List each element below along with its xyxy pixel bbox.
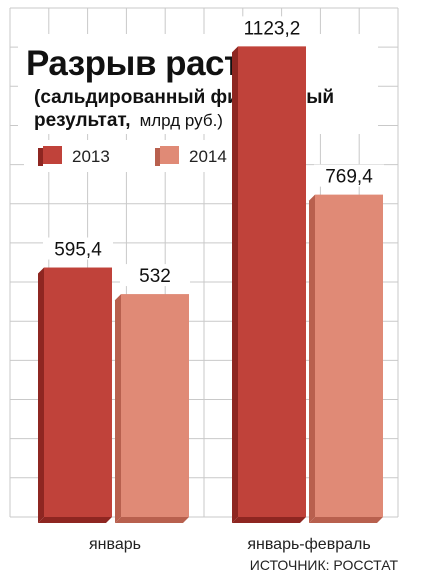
legend-label-2014: 2014 <box>189 147 227 166</box>
bars <box>38 46 383 523</box>
bar-side <box>232 46 238 523</box>
value-label-background <box>314 164 384 187</box>
bar-side <box>38 267 44 523</box>
value-label-background <box>237 16 307 39</box>
title-background <box>18 34 378 134</box>
bar-base <box>38 517 112 523</box>
value-label: 595,4 <box>54 240 102 261</box>
value-label: 1123,2 <box>244 18 301 39</box>
bar-base <box>115 517 189 523</box>
value-label-background <box>120 264 190 287</box>
bar-base <box>232 517 306 523</box>
bar <box>238 46 306 517</box>
bar <box>315 194 383 517</box>
value-labels: 595,4 1123,2 532 769,4 <box>43 16 384 287</box>
unit-text: млрд руб.) <box>140 111 223 130</box>
bar-side <box>115 294 121 523</box>
value-label: 769,4 <box>325 167 373 188</box>
chart-subtitle-line2: результат, млрд руб.) <box>34 110 223 131</box>
source-note: ИСТОЧНИК: РОССТАТ <box>250 557 399 573</box>
bar <box>44 267 112 517</box>
legend: 2013 2014 <box>24 140 246 172</box>
bar-side <box>309 194 315 523</box>
category-label-january-february: январь-февраль <box>247 536 370 553</box>
bar-base <box>309 517 383 523</box>
legend-swatch-2013 <box>43 146 62 164</box>
legend-swatch-2014-shade <box>155 148 160 166</box>
legend-swatch-2014 <box>160 146 179 164</box>
value-label: 532 <box>139 266 171 287</box>
legend-label-2013: 2013 <box>72 147 110 166</box>
subtitle-line2-text: результат, <box>34 110 131 131</box>
category-label-january: январь <box>89 536 141 553</box>
bar <box>121 294 189 517</box>
legend-swatch-2013-shade <box>38 148 43 166</box>
value-label-background <box>43 237 113 260</box>
